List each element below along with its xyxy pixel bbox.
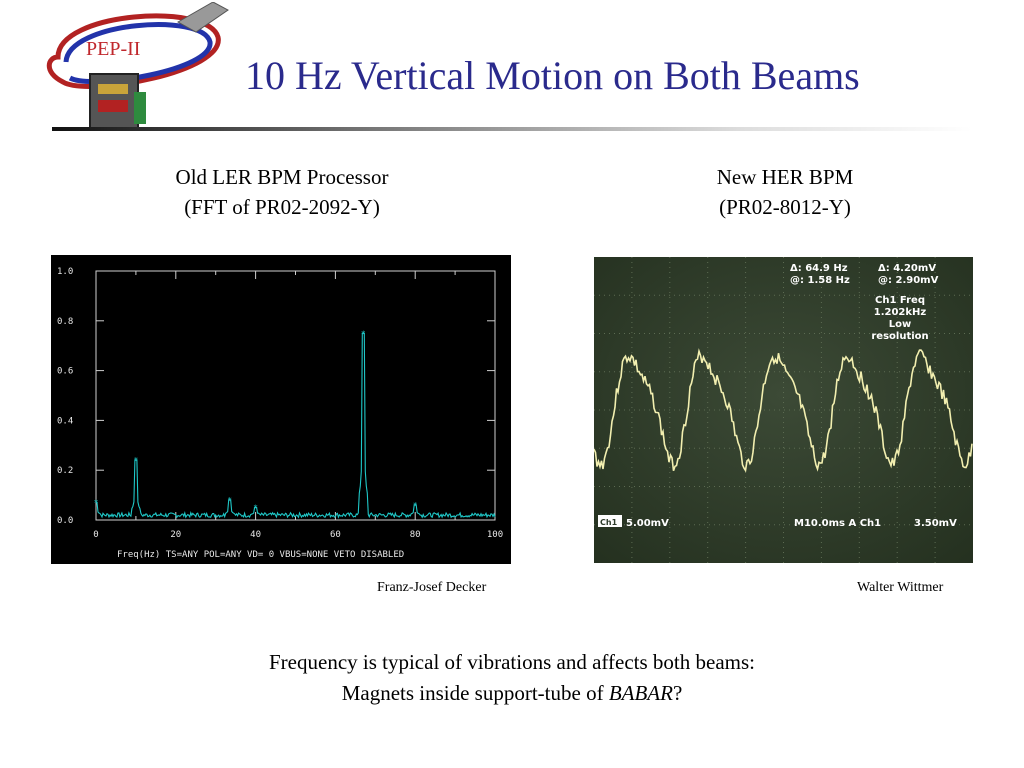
bottom-text-suffix: ? — [672, 681, 683, 705]
fft-ytick-label: 0.6 — [57, 367, 73, 377]
fft-peak-marker: * — [94, 499, 99, 508]
fft-peak-marker: * — [361, 329, 366, 338]
readout-delta-freq: Δ: 64.9 Hz — [790, 263, 848, 274]
fft-trace-line — [96, 332, 496, 519]
fft-peak-marker: * — [133, 456, 138, 465]
left-caption-line1: Old LER BPM Processor — [175, 165, 389, 189]
fft-ytick-label: 0.4 — [57, 416, 73, 426]
right-caption-line1: New HER BPM — [716, 165, 854, 189]
fft-xtick-label: 60 — [330, 530, 341, 540]
fft-xtick-label: 0 — [93, 530, 98, 540]
right-credit: Walter Wittmer — [857, 580, 944, 595]
left-caption-line2: (FFT of PR02-2092-Y) — [184, 195, 380, 219]
fft-xtick-label: 100 — [487, 530, 503, 540]
pep-ii-logo: PEP-II — [46, 2, 229, 129]
right-caption-line2: (PR02-8012-Y) — [719, 195, 851, 219]
oscilloscope-chart: Δ: 64.9 Hz @: 1.58 Hz Δ: 4.20mV @: 2.90m… — [594, 257, 973, 563]
ch1-marker — [598, 515, 622, 527]
ch1-freq-label: Ch1 Freq — [875, 295, 925, 306]
readout-delta-volt: Δ: 4.20mV — [878, 263, 936, 274]
trigger-level: 3.50mV — [914, 518, 957, 529]
fft-ytick-label: 0.0 — [57, 516, 73, 526]
bottom-text-prefix: Magnets inside support-tube of — [341, 681, 609, 705]
fft-peak-marker: * — [413, 501, 418, 510]
fft-xtick-label: 20 — [170, 530, 181, 540]
logo-text: PEP-II — [86, 38, 140, 60]
scope-trace-line — [594, 348, 973, 473]
bottom-text-line2: Magnets inside support-tube of BABAR? — [0, 681, 1024, 706]
left-credit: Franz-Josef Decker — [377, 580, 487, 595]
slide-title: 10 Hz Vertical Motion on Both Beams — [245, 53, 860, 98]
resolution-line1: Low — [889, 319, 911, 330]
fft-xtick-label: 80 — [410, 530, 421, 540]
fft-peak-marker: * — [227, 496, 232, 505]
readout-at-freq: @: 1.58 Hz — [790, 275, 850, 286]
fft-chart: 0.0 0.2 0.4 0.6 0.8 1.0 0 20 40 60 80 100 * * * * * * F… — [51, 255, 511, 564]
ch1-label: Ch1 — [600, 518, 618, 527]
fft-xtick-label: 40 — [250, 530, 261, 540]
bottom-text-line1: Frequency is typical of vibrations and a… — [269, 650, 755, 674]
fft-xlabel: Freq(Hz) TS=ANY POL=ANY VD= 0 VBUS=NONE … — [117, 550, 404, 560]
fft-ytick-label: 0.8 — [57, 317, 73, 327]
timebase: M10.0ms A Ch1 — [794, 518, 881, 529]
resolution-line2: resolution — [871, 331, 928, 342]
fft-peak-marker: * — [253, 504, 258, 513]
readout-at-volt: @: 2.90mV — [878, 275, 939, 286]
right-caption: New HER BPM (PR02-8012-Y) — [596, 162, 974, 222]
fft-ytick-label: 1.0 — [57, 267, 73, 277]
left-caption: Old LER BPM Processor (FFT of PR02-2092-… — [52, 162, 512, 222]
title-divider — [52, 127, 972, 131]
ch1-freq-value: 1.202kHz — [874, 307, 927, 318]
babar-name: BABAR — [608, 681, 673, 705]
volts-per-div: 5.00mV — [626, 518, 669, 529]
fft-ytick-label: 0.2 — [57, 466, 73, 476]
